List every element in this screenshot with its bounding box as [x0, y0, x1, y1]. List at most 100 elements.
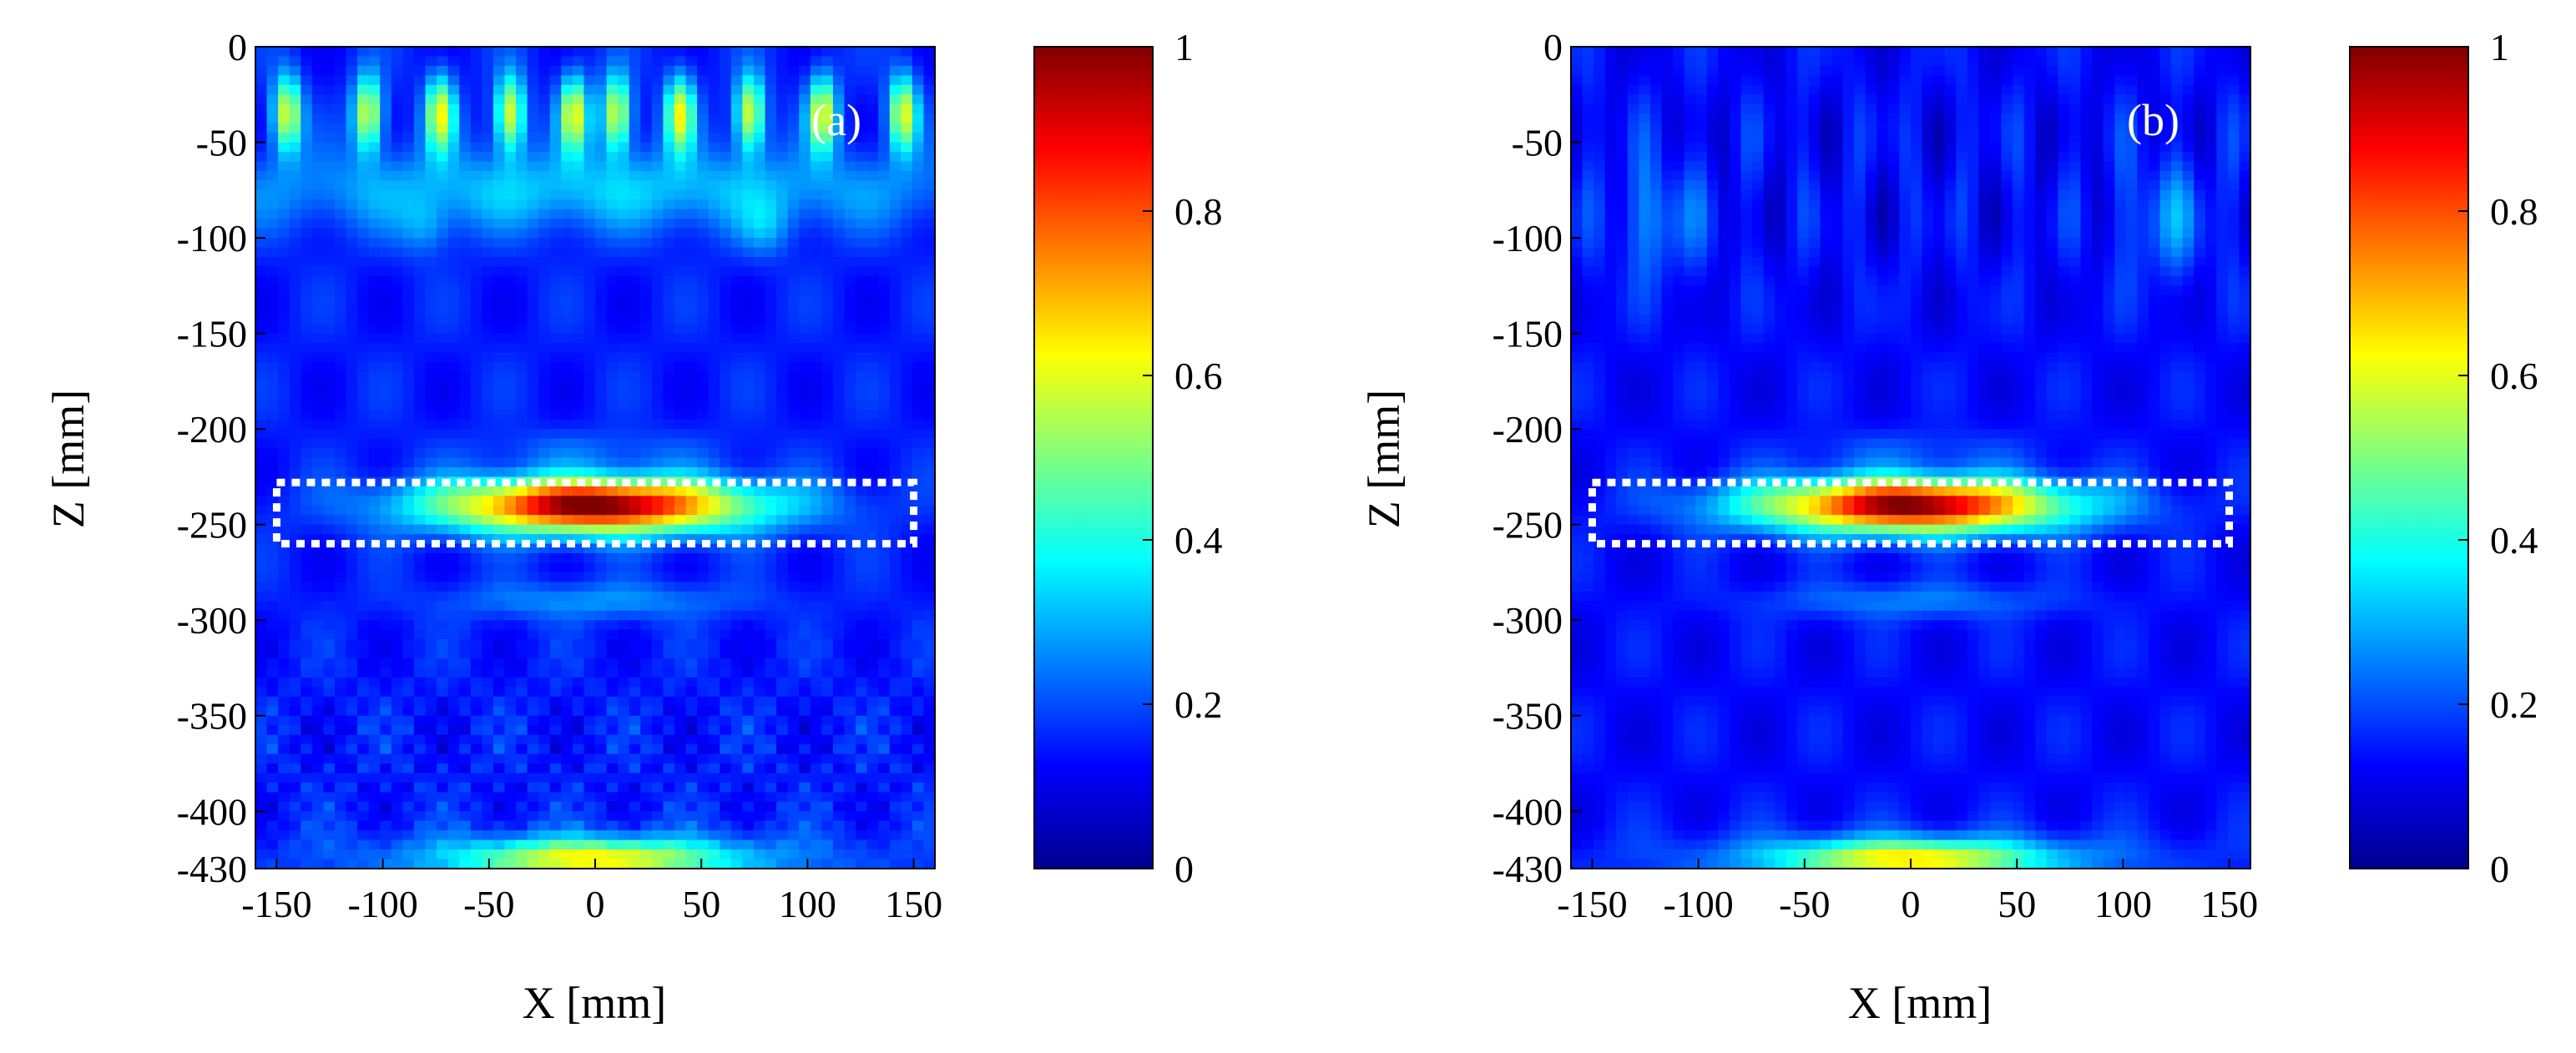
heatmap-cell: [301, 648, 313, 659]
heatmap-cell: [447, 380, 460, 392]
heatmap-cell: [437, 696, 449, 708]
heatmap-cell: [346, 161, 358, 172]
heatmap-cell: [685, 582, 698, 592]
heatmap-cell: [516, 256, 528, 268]
heatmap-cell: [618, 84, 630, 96]
heatmap-cell: [334, 562, 347, 573]
heatmap-cell: [742, 161, 755, 172]
heatmap-cell: [413, 572, 427, 583]
heatmap-cell: [787, 256, 800, 268]
heatmap-cell: [334, 773, 347, 783]
heatmap-cell: [832, 496, 846, 506]
heatmap-cell: [866, 792, 879, 803]
heatmap-cell: [492, 380, 506, 392]
heatmap-cell: [685, 84, 698, 96]
heatmap-cell: [708, 228, 721, 239]
heatmap-cell: [492, 65, 506, 77]
heatmap-cell: [878, 56, 891, 67]
heatmap-cell: [516, 763, 528, 774]
heatmap-cell: [878, 496, 891, 506]
heatmap-cell: [821, 572, 834, 583]
heatmap-cell: [368, 687, 381, 698]
heatmap-cell: [391, 763, 404, 774]
heatmap-cell: [674, 419, 687, 430]
heatmap-cell: [878, 199, 891, 210]
heatmap-cell: [832, 744, 846, 755]
heatmap-cell: [368, 113, 381, 124]
heatmap-cell: [889, 524, 902, 535]
heatmap-cell: [618, 648, 630, 659]
heatmap-cell: [720, 734, 732, 745]
heatmap-cell: [561, 773, 573, 783]
heatmap-cell: [459, 496, 472, 506]
heatmap-cell: [685, 275, 698, 287]
heatmap-cell: [595, 496, 608, 506]
heatmap-cell: [640, 247, 653, 258]
heatmap-cell: [538, 219, 551, 229]
heatmap-cell: [357, 582, 370, 592]
heatmap-cell: [730, 524, 744, 535]
heatmap-cell: [685, 47, 698, 58]
heatmap-cell: [266, 333, 279, 344]
heatmap-cell: [753, 486, 766, 497]
heatmap-cell: [742, 305, 755, 315]
heatmap-cell: [289, 562, 302, 573]
heatmap-cell: [629, 285, 642, 296]
heatmap-cell: [482, 133, 494, 144]
heatmap-cell: [391, 658, 404, 669]
heatmap-cell: [572, 763, 585, 774]
heatmap-cell: [527, 103, 539, 114]
heatmap-cell: [482, 256, 494, 268]
heatmap-cell: [334, 189, 347, 201]
heatmap-cell: [561, 133, 573, 144]
heatmap-cell: [901, 314, 913, 325]
heatmap-cell: [742, 706, 755, 717]
heatmap-cell: [323, 706, 336, 717]
heatmap-cell: [730, 219, 744, 229]
heatmap-cell: [561, 305, 573, 315]
heatmap-cell: [368, 343, 381, 354]
heatmap-cell: [901, 142, 913, 153]
heatmap-cell: [629, 419, 642, 430]
heatmap-cell: [776, 84, 789, 96]
heatmap-cell: [742, 266, 755, 277]
heatmap-cell: [549, 305, 563, 315]
heatmap-cell: [447, 228, 460, 239]
heatmap-cell: [810, 238, 823, 249]
heatmap-cell: [810, 830, 823, 841]
heatmap-cell: [742, 792, 755, 803]
heatmap-cell: [923, 47, 936, 58]
heatmap-cell: [856, 352, 868, 363]
heatmap-cell: [357, 256, 370, 268]
heatmap-cell: [912, 734, 925, 745]
heatmap-cell: [437, 352, 449, 363]
heatmap-cell: [391, 620, 404, 631]
heatmap-cell: [923, 56, 936, 67]
heatmap-cell: [538, 677, 551, 688]
heatmap-cell: [368, 629, 381, 640]
heatmap-cell: [844, 238, 856, 249]
heatmap-cell: [549, 380, 563, 392]
heatmap-cell: [821, 256, 834, 268]
heatmap-cell: [255, 629, 268, 640]
heatmap-cell: [685, 199, 698, 210]
heatmap-cell: [425, 180, 437, 191]
heatmap-cell: [606, 75, 619, 86]
heatmap-cell: [844, 582, 856, 592]
heatmap-cell: [482, 466, 494, 478]
heatmap-cell: [289, 773, 302, 783]
heatmap-cell: [663, 820, 675, 831]
heatmap-cell: [685, 629, 698, 640]
heatmap-cell: [663, 658, 675, 669]
heatmap-cell: [810, 620, 823, 631]
heatmap-cell: [640, 75, 653, 86]
heatmap-cell: [720, 94, 732, 105]
heatmap-cell: [482, 782, 494, 794]
heatmap-cell: [753, 601, 766, 612]
heatmap-cell: [787, 113, 800, 124]
heatmap-cell: [720, 466, 732, 478]
heatmap-cell: [549, 410, 563, 421]
heatmap-cell: [334, 438, 347, 449]
heatmap-cell: [278, 352, 290, 363]
heatmap-cell: [878, 161, 891, 172]
